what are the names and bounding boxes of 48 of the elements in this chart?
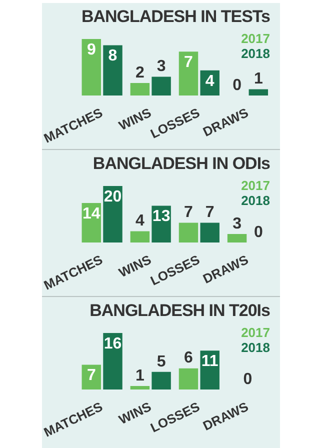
data-label: 11 [201, 353, 218, 370]
data-label: 14 [82, 205, 100, 222]
bar [130, 82, 150, 96]
bar [82, 39, 102, 96]
text: 2017 [241, 31, 270, 46]
data-label: 7 [184, 204, 194, 222]
data-label: 3 [232, 215, 242, 232]
bar [178, 222, 198, 243]
chart-title: BANGLADESH IN TESTs [81, 7, 270, 27]
text: 2018 [241, 193, 270, 208]
data-label: 6 [184, 350, 194, 367]
bar [103, 186, 122, 243]
data-label: 3 [156, 58, 166, 76]
bar [103, 333, 122, 390]
bar [130, 386, 150, 390]
chart-title: BANGLADESH IN ODIs [92, 154, 270, 174]
chart-title: BANGLADESH IN T20Is [90, 301, 270, 321]
bar [248, 89, 268, 96]
data-label: 9 [86, 41, 96, 58]
annotation: 0 [243, 370, 252, 388]
bar [200, 222, 220, 243]
bar [152, 76, 171, 96]
data-label: 4 [135, 212, 144, 230]
data-label: 8 [108, 48, 118, 65]
series-label: 2018 [241, 340, 270, 355]
data-label: 2 [135, 64, 144, 82]
series-label: 2018 [241, 46, 270, 61]
data-label: 4 [205, 72, 214, 90]
data-label: 16 [104, 335, 122, 352]
text: 2017 [241, 325, 270, 340]
bar [200, 350, 220, 390]
bar [227, 234, 247, 243]
bar [152, 372, 171, 390]
data-label: 20 [104, 188, 122, 206]
bar [103, 45, 122, 96]
bar [178, 368, 198, 390]
data-label: 0 [232, 76, 242, 94]
bar [178, 52, 198, 96]
data-label: 7 [205, 204, 214, 222]
text: 2017 [241, 178, 270, 193]
data-label: 1 [254, 70, 263, 88]
bar [130, 231, 150, 243]
data-label: 7 [184, 54, 194, 71]
data-label: 13 [152, 208, 170, 226]
data-label: 5 [156, 353, 166, 370]
data-label: 0 [254, 224, 263, 241]
data-label: 7 [86, 367, 96, 384]
data-label: 1 [135, 367, 144, 384]
